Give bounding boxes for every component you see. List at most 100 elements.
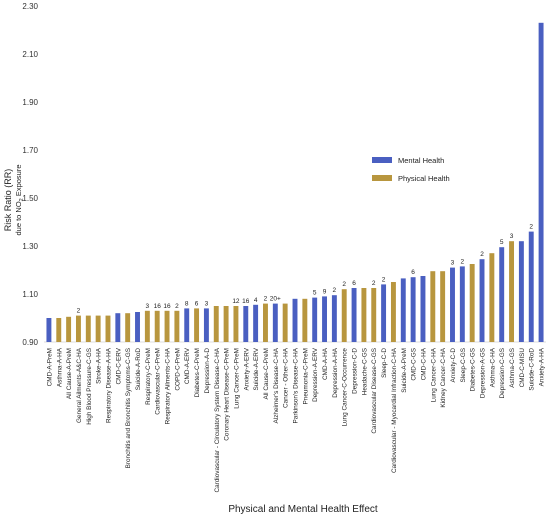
bar-note-label: 3 — [205, 300, 209, 307]
x-tick-label: Cardiovascular - Circulatory System Dise… — [214, 347, 221, 492]
bar — [125, 313, 131, 342]
y-axis-subtitle-part2: Exposure — [14, 164, 23, 198]
x-tick-label: Depression-C-D — [352, 348, 359, 394]
bar-note-label: 8 — [185, 300, 189, 307]
x-tick-label: All Cause-C-PreM — [263, 348, 270, 400]
y-tick-label: 1.50 — [22, 194, 38, 203]
y-axis-subtitle-part1: due to NO — [14, 201, 23, 235]
x-tick-label: CMD-A-PreM — [46, 348, 53, 386]
bar-note-label: 2 — [480, 251, 484, 258]
y-tick-label: 2.10 — [22, 50, 38, 59]
bar — [381, 284, 387, 342]
x-tick-label: Stroke-A-HA — [96, 347, 103, 384]
bar-note-label: 2 — [529, 224, 533, 231]
x-tick-label: Lung Cancer-C-HA — [430, 347, 437, 402]
bar — [105, 315, 111, 342]
x-tick-label: Suicide-A-RoD — [135, 348, 142, 391]
x-tick-label: Suicide-C-RoD — [529, 348, 536, 391]
x-tick-label: Depression-A-HA — [332, 347, 339, 397]
x-tick-label: Suicide-A-PreM — [401, 348, 408, 393]
x-tick-label: Respiratory Ailments-C-HA — [165, 347, 172, 424]
x-tick-label: Asthma-A-HA — [56, 347, 63, 387]
bar — [518, 241, 524, 342]
x-tick-label: CMD-C-MISU — [519, 348, 526, 388]
bar — [322, 296, 327, 342]
bar — [479, 259, 485, 342]
x-tick-label: Lung Cancer-C-PreM — [233, 348, 240, 409]
x-tick-label: Asthma-C-GS — [509, 348, 516, 388]
x-tick-label: Cardiovascular Disease-C-GS — [371, 348, 378, 434]
x-tick-label: CMD-C-HA — [420, 347, 427, 380]
y-axis: 0.90 1.10 1.30 1.50 1.70 1.90 2.10 2.30 — [22, 2, 546, 347]
bar — [302, 298, 308, 342]
bar — [154, 310, 160, 342]
y-axis-subtitle: due to NO2 Exposure — [14, 164, 25, 235]
x-tick-label: Anxiety-A-HA — [539, 347, 546, 386]
bar — [292, 298, 298, 342]
x-tick-label: Depression-A-ERV — [312, 347, 319, 402]
bar — [144, 310, 150, 342]
x-tick-label: Lung Cancer-C-Occurrence — [342, 348, 349, 427]
bar — [489, 253, 495, 342]
x-tick-label: CMD-A-HA — [322, 347, 329, 380]
bar — [351, 288, 357, 342]
x-tick-label: Depression-C-GS — [499, 348, 506, 398]
bar — [509, 241, 515, 342]
bar — [203, 308, 209, 342]
x-tick-label: Cancer - Other-C-HA — [283, 347, 290, 408]
bar-note-label: 3 — [146, 303, 150, 310]
bar-note-label: 2 — [264, 296, 268, 303]
x-axis-title: Physical and Mental Health Effect — [228, 504, 378, 515]
bar — [400, 278, 406, 342]
bar — [164, 310, 170, 342]
bar-note-label: 6 — [195, 300, 199, 307]
x-tick-label: CMD-A-ERV — [184, 347, 191, 384]
bar — [430, 271, 436, 342]
x-tick-label: Respiratory Disease-A-HA — [105, 347, 112, 423]
bar — [282, 303, 288, 342]
bar-note-label: 12 — [232, 298, 240, 305]
bar — [371, 288, 377, 342]
x-tick-label: Diabetes-C-PreM — [194, 348, 201, 397]
x-tick-label: Bronchitis and Bronchitis Symptoms-C-GS — [125, 348, 132, 468]
x-tick-label: Asthma-C-HA — [489, 347, 496, 387]
x-tick-label: Diabetes-C-GS — [470, 348, 477, 391]
bar — [361, 288, 367, 342]
bar-note-label: 4 — [254, 297, 258, 304]
legend-swatch — [372, 157, 392, 163]
bar — [85, 315, 91, 342]
x-tick-label: Pneumonia-C-PreM — [302, 348, 309, 404]
bar — [213, 306, 219, 342]
bar — [56, 318, 62, 342]
bar — [46, 318, 52, 342]
bar — [174, 310, 180, 342]
bar — [528, 231, 534, 342]
y-tick-label: 1.90 — [22, 98, 38, 107]
bar — [410, 277, 416, 342]
bar-note-label: 2 — [175, 303, 179, 310]
y-tick-label: 1.10 — [22, 290, 38, 299]
bar-note-label: 16 — [163, 303, 171, 310]
bar — [115, 313, 121, 342]
x-tick-label: All Cause-A-PreM — [66, 348, 73, 399]
x-tick-label: Parkinson's Disease-C-HA — [293, 347, 300, 423]
x-tick-label: Alzheimer's Disease-C-HA — [273, 347, 280, 423]
bar-note-label: 2 — [382, 276, 386, 283]
x-tick-label: Coronary Heart Disease-C-PreM — [224, 348, 231, 441]
bar — [538, 22, 544, 343]
bar — [233, 306, 239, 342]
x-tick-label: Cardiovascular - Myocardial Infraction-C… — [391, 347, 398, 473]
bar — [390, 282, 396, 342]
bar-note-label: 3 — [510, 233, 514, 240]
x-tick-label: Depression-A-GS — [480, 348, 487, 398]
x-tick-label: CMD-C-ERV — [115, 347, 122, 384]
x-tick-label: Anxiety-A-ERV — [243, 347, 250, 390]
bar — [223, 306, 229, 342]
bar — [66, 316, 72, 342]
y-tick-label: 1.30 — [22, 242, 38, 251]
bar — [440, 271, 446, 342]
x-tick-label: Anxiety-C-D — [450, 348, 457, 383]
x-tick-label: Cardiovascular-C-PreM — [155, 348, 162, 415]
